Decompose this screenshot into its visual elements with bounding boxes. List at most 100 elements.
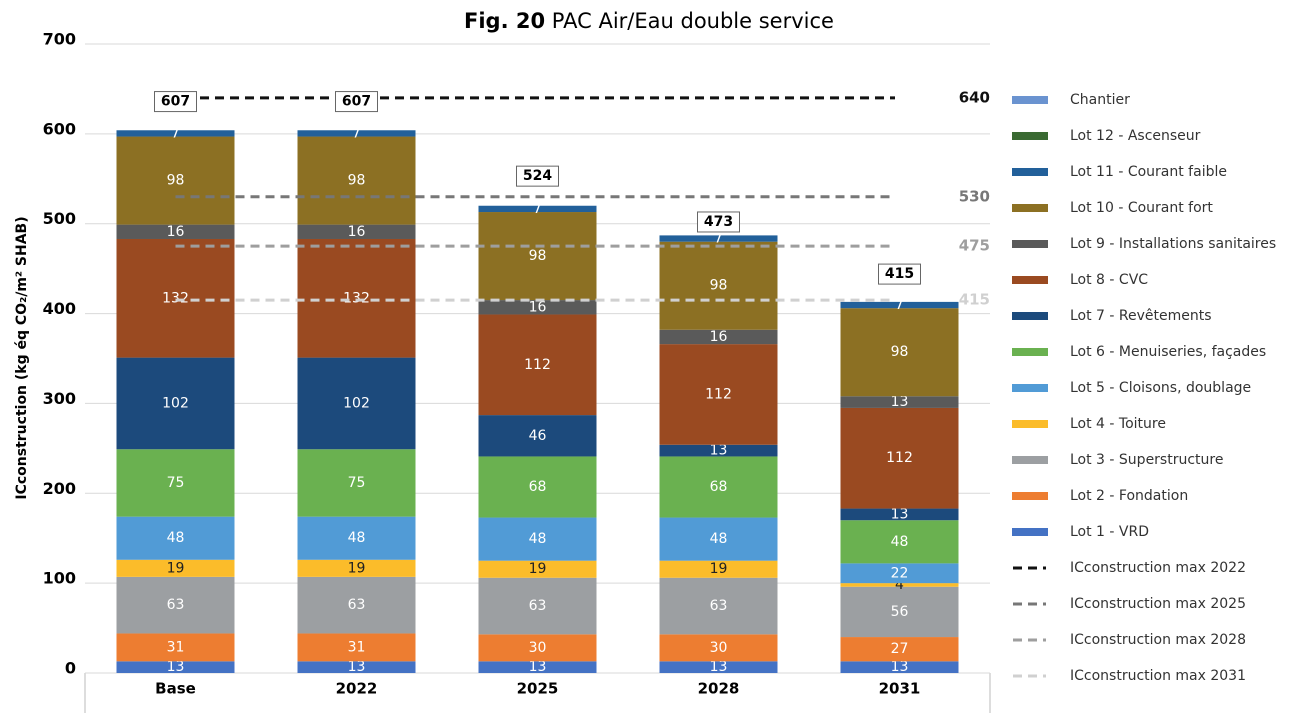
data-label: 56 [891,604,909,620]
bar-segment [297,130,416,137]
legend-label: Lot 11 - Courant faible [1070,164,1227,180]
bar-segment [116,576,235,634]
bar-segment [478,205,597,213]
data-label: 13 [891,506,909,522]
data-label: 16 [167,224,185,240]
data-label: 48 [167,530,185,546]
x-tick-label: 2022 [336,680,378,698]
data-label: 19 [348,560,366,576]
bar-segment [116,136,235,225]
data-label: 4 [895,577,904,593]
legend-swatch [1012,384,1048,392]
legend-swatch [1012,168,1048,176]
legend-label: ICconstruction max 2022 [1070,560,1246,576]
legend-label: Lot 3 - Superstructure [1070,452,1223,468]
data-label: 13 [891,659,909,675]
data-label: 16 [710,329,728,345]
total-label: 524 [523,168,552,184]
bar-segment [659,560,778,578]
bar-segment [659,235,778,242]
bar-segment [116,633,235,662]
threshold-label: 415 [959,291,990,309]
data-label: 132 [162,290,189,306]
bar-segment [478,314,597,416]
data-label: 63 [710,598,728,614]
legend-swatch [1012,276,1048,284]
legend-label: ICconstruction max 2031 [1070,668,1246,684]
x-tick-label: 2025 [517,680,559,698]
bar-segment [478,456,597,518]
data-label: 63 [167,597,185,613]
data-label: 98 [710,278,728,294]
data-label: 19 [710,561,728,577]
bar-segment [297,357,416,450]
bar-segment [116,559,235,577]
bar-segment [116,661,235,673]
data-label: 132 [343,290,370,306]
legend-label: Lot 6 - Menuiseries, façades [1070,344,1266,360]
data-label: 16 [529,299,547,315]
y-tick-label: 200 [43,479,76,498]
bar-segment [840,637,959,662]
bar-segment [478,577,597,635]
data-label: 22 [891,565,909,581]
total-box [878,263,921,285]
data-label: 112 [524,357,551,373]
data-label: 30 [529,640,547,656]
bar-segment [659,577,778,635]
x-tick-label: 2031 [879,680,921,698]
y-axis-label: ICconstruction (kg éq CO₂/m² SHAB) [14,216,30,499]
threshold-label: 475 [959,237,990,255]
total-box [697,211,740,233]
data-label: 98 [167,173,185,189]
data-label: 75 [167,475,185,491]
legend-swatch [1012,348,1048,356]
data-label: 13 [710,659,728,675]
total-box [516,165,559,187]
legend-swatch [1012,204,1048,212]
legend-label: Lot 12 - Ascenseur [1070,128,1201,144]
data-label: 102 [162,395,189,411]
bar-segment [478,517,597,561]
data-label: 7 [714,231,723,247]
data-label: 112 [886,450,913,466]
data-label: 30 [710,640,728,656]
bar-segment [116,449,235,517]
legend-swatch [1012,492,1048,500]
legend-label: Lot 4 - Toiture [1070,416,1166,432]
legend-swatch [1012,96,1048,104]
threshold-label: 640 [959,88,990,106]
bar-segment [478,212,597,301]
data-label: 46 [529,428,547,444]
bar-segment [297,449,416,517]
data-label: 13 [891,394,909,410]
bar-segment [116,516,235,560]
data-label: 16 [348,224,366,240]
data-label: 7 [895,297,904,313]
legend-label: Lot 7 - Revêtements [1070,308,1212,324]
bar-segment [297,238,416,358]
data-label: 48 [710,531,728,547]
bar-segment [659,456,778,518]
bar-segment [116,130,235,137]
total-box [154,91,197,113]
y-tick-label: 700 [43,30,76,49]
legend-swatch [1012,528,1048,536]
bar-segment [659,444,778,457]
data-label: 27 [891,641,909,657]
bar-segment [659,661,778,673]
data-label: 19 [529,561,547,577]
bar-segment [840,407,959,509]
bar-segment [116,224,235,239]
bar-segment [478,415,597,457]
data-label: 13 [348,659,366,675]
bar-segment [840,508,959,521]
bar-segment [840,586,959,638]
bar-segment [478,300,597,315]
bar-segment [840,308,959,397]
bar-segment [840,661,959,673]
bar-segment [659,329,778,345]
total-label: 415 [885,266,914,282]
total-box [335,91,378,113]
